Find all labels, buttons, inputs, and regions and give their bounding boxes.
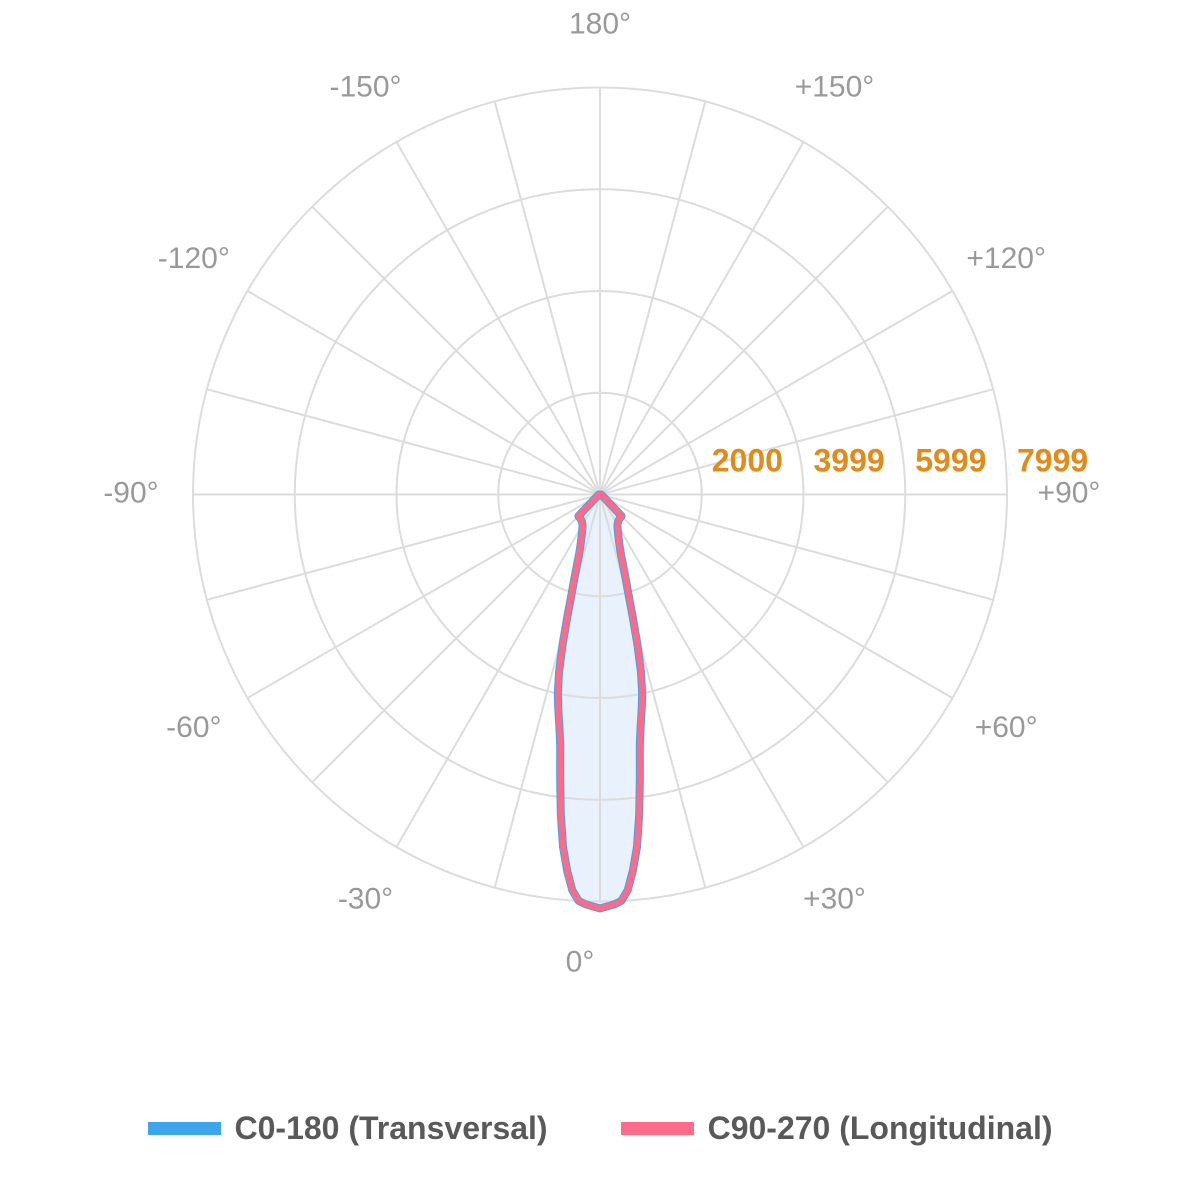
svg-text:+90°: +90° <box>1038 476 1101 509</box>
svg-text:5999: 5999 <box>915 443 986 479</box>
svg-text:-150°: -150° <box>329 70 401 103</box>
svg-text:+150°: +150° <box>795 70 875 103</box>
svg-text:-90°: -90° <box>103 476 158 509</box>
svg-text:3999: 3999 <box>814 443 885 479</box>
svg-text:7999: 7999 <box>1017 443 1088 479</box>
svg-text:-60°: -60° <box>166 711 221 744</box>
svg-text:-30°: -30° <box>338 883 393 916</box>
svg-text:180°: 180° <box>569 7 631 40</box>
svg-text:+60°: +60° <box>975 711 1038 744</box>
svg-text:+30°: +30° <box>803 883 866 916</box>
svg-text:2000: 2000 <box>712 443 783 479</box>
svg-text:0°: 0° <box>566 945 595 978</box>
svg-text:+120°: +120° <box>966 242 1046 275</box>
svg-text:-120°: -120° <box>158 242 230 275</box>
